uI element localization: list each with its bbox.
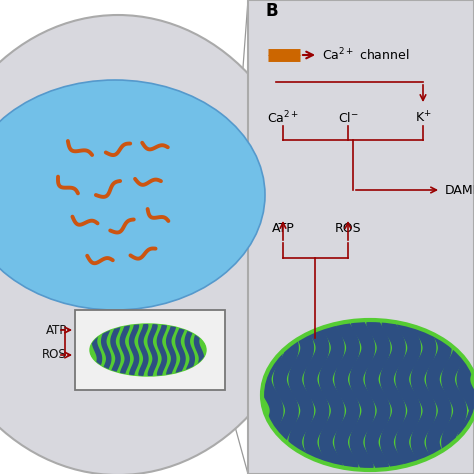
- Text: DAMPs: DAMPs: [445, 183, 474, 197]
- Text: ATP: ATP: [272, 221, 294, 235]
- Text: Ca$^{2+}$ channel: Ca$^{2+}$ channel: [322, 47, 410, 64]
- Bar: [248, 0, 474, 474]
- Text: B: B: [266, 2, 279, 20]
- Text: Cl$^{-}$: Cl$^{-}$: [337, 111, 358, 125]
- Ellipse shape: [90, 324, 206, 376]
- Text: Ca$^{2+}$: Ca$^{2+}$: [267, 109, 299, 126]
- Text: ATP: ATP: [46, 323, 67, 337]
- Ellipse shape: [262, 320, 474, 470]
- Text: ROS: ROS: [42, 348, 67, 362]
- Ellipse shape: [0, 80, 265, 310]
- Text: K$^{+}$: K$^{+}$: [415, 110, 431, 126]
- Bar: [75, 310, 225, 390]
- Ellipse shape: [0, 15, 313, 474]
- Text: ROS: ROS: [335, 221, 361, 235]
